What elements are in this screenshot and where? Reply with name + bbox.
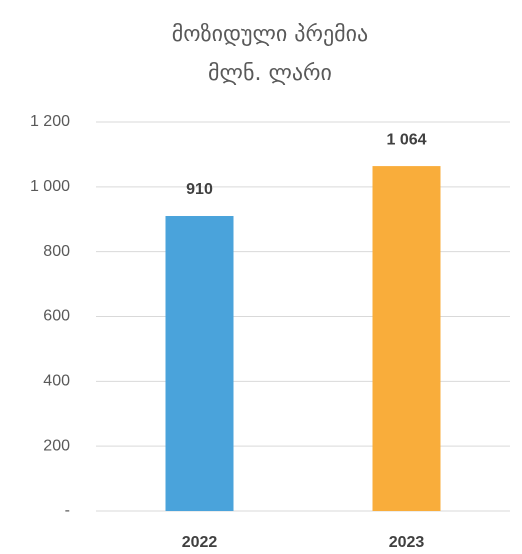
bar (165, 216, 234, 511)
y-tick-label: - (65, 502, 70, 519)
y-tick-label: 200 (43, 437, 70, 454)
y-tick-label: 400 (43, 373, 70, 390)
y-tick-label: 1 200 (30, 113, 70, 130)
y-tick-label: 600 (43, 308, 70, 325)
x-tick-label: 2022 (182, 534, 218, 551)
data-label: 1 064 (386, 131, 426, 148)
chart-title: მოზიდული პრემია (172, 22, 368, 47)
x-tick-label: 2023 (389, 534, 425, 551)
y-tick-label: 1 000 (30, 178, 70, 195)
chart-subtitle: მლნ. ლარი (208, 61, 332, 86)
y-tick-label: 800 (43, 243, 70, 260)
bar (372, 166, 441, 511)
data-label: 910 (186, 181, 213, 198)
